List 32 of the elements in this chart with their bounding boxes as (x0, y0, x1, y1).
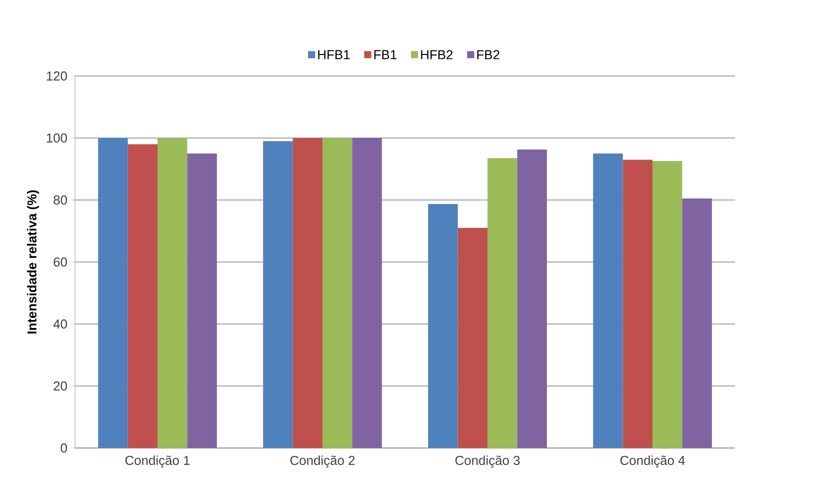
y-tick-label: 120 (46, 71, 67, 81)
bar (263, 141, 293, 448)
bar (98, 138, 128, 448)
legend-label: FB1 (374, 50, 396, 60)
y-tick-label: 60 (54, 257, 67, 267)
y-tick-label: 80 (54, 195, 67, 205)
bar (488, 158, 518, 448)
y-tick-label: 100 (46, 133, 67, 143)
bar (352, 138, 382, 448)
y-tick-label: 40 (53, 319, 67, 329)
bar (593, 153, 623, 448)
bar (622, 160, 652, 448)
legend-label: HFB1 (318, 50, 350, 60)
legend-label: FB2 (477, 50, 500, 60)
x-tick-label: Condição 2 (290, 456, 355, 468)
bar (458, 228, 488, 448)
bar (652, 160, 682, 448)
legend-label: HFB2 (421, 50, 453, 60)
x-tick-label: Condição 3 (455, 456, 520, 468)
x-tick-label: Condição 1 (125, 456, 190, 468)
x-tick-label: Condição 4 (620, 456, 685, 468)
bar (128, 144, 158, 448)
bar (517, 149, 547, 448)
y-tick-label: 20 (54, 381, 67, 391)
bar (292, 138, 322, 448)
y-tick-label: 0 (60, 443, 67, 453)
bar (428, 204, 458, 448)
bar (187, 153, 217, 448)
bar (682, 198, 712, 448)
y-axis-title: Intensidade relativa (%) (26, 190, 40, 334)
bar (158, 138, 188, 448)
bar (322, 138, 352, 448)
